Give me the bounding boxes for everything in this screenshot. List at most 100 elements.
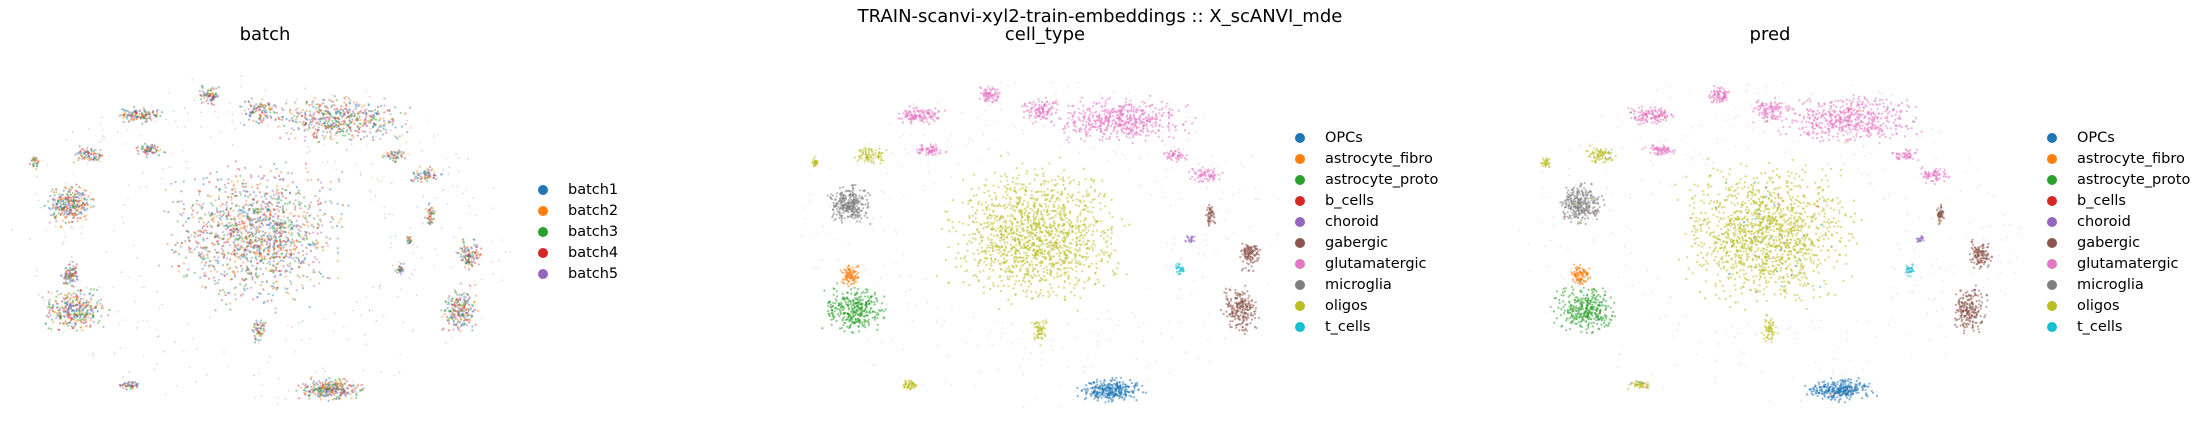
data-point [442,189,444,191]
data-point [76,316,79,319]
data-point [211,218,214,221]
data-point [458,303,461,306]
data-point [68,281,71,284]
data-point [459,299,462,302]
data-point [96,159,99,162]
data-point [1148,363,1150,366]
data-point [57,201,60,204]
data-point [872,217,874,219]
data-point [1075,259,1078,262]
data-point [253,226,256,229]
data-point [276,262,279,266]
data-point [458,307,461,310]
data-point [149,148,152,151]
data-point [281,208,284,211]
data-point [341,391,344,395]
data-point [76,320,79,323]
data-point [328,117,331,120]
data-point [148,115,152,118]
data-point [286,216,289,219]
data-point [304,393,307,396]
data-point [147,152,150,155]
data-point [359,109,362,112]
data-point [456,293,459,296]
data-point [231,188,234,191]
data-point [74,295,77,298]
data-point [77,212,80,215]
data-point [424,169,427,172]
data-point [473,308,477,311]
data-point [98,155,101,158]
data-point [71,200,74,203]
data-point [363,104,366,107]
data-point [254,209,257,212]
data-point [331,104,334,107]
data-point [287,292,290,295]
data-point [254,338,257,341]
data-point [90,147,93,150]
data-point [150,147,153,150]
data-point [72,265,75,268]
data-point [244,211,247,214]
data-point [989,262,993,265]
data-point [323,121,326,124]
data-point [336,247,339,250]
data-point [210,226,213,229]
data-point [404,122,407,126]
data-point [813,267,815,270]
data-point [427,174,430,177]
data-point [55,312,58,315]
data-point [152,151,155,154]
data-point [1001,322,1004,324]
data-point [301,287,305,290]
data-point [225,224,228,227]
data-point [973,258,976,261]
data-point [93,159,96,162]
data-point [76,200,79,203]
data-point [472,310,475,313]
data-point [256,328,259,331]
data-point [337,178,340,181]
data-point [380,371,382,374]
data-point [391,153,394,156]
data-point [72,309,75,312]
data-point [288,110,291,113]
data-point [61,307,65,310]
data-point [342,123,345,126]
data-point [92,205,95,208]
data-point [70,212,74,215]
data-point [65,196,68,199]
data-point [400,266,403,269]
data-point [1255,188,1257,190]
data-point [321,186,324,189]
data-point [444,308,447,311]
data-point [229,244,232,247]
data-point [125,117,128,120]
data-point [86,311,89,314]
data-point [88,151,91,154]
data-point [202,237,205,240]
data-point [346,338,348,340]
data-point [475,243,478,246]
data-point [1050,339,1052,341]
data-point [389,150,393,153]
data-point [1141,185,1143,187]
data-point [387,155,390,158]
data-point [394,106,397,109]
data-point [1093,179,1096,182]
data-point [255,220,258,223]
data-point [318,108,321,111]
data-point [423,170,426,174]
data-point [348,126,351,129]
data-point [67,313,70,316]
data-point [133,384,136,387]
data-point [463,251,467,254]
data-point [1084,366,1086,368]
data-point [448,317,451,320]
data-point [1000,82,1002,84]
data-point [988,208,991,211]
data-point [326,124,329,127]
data-point [90,149,93,152]
data-point [467,261,470,264]
data-point [273,247,276,250]
